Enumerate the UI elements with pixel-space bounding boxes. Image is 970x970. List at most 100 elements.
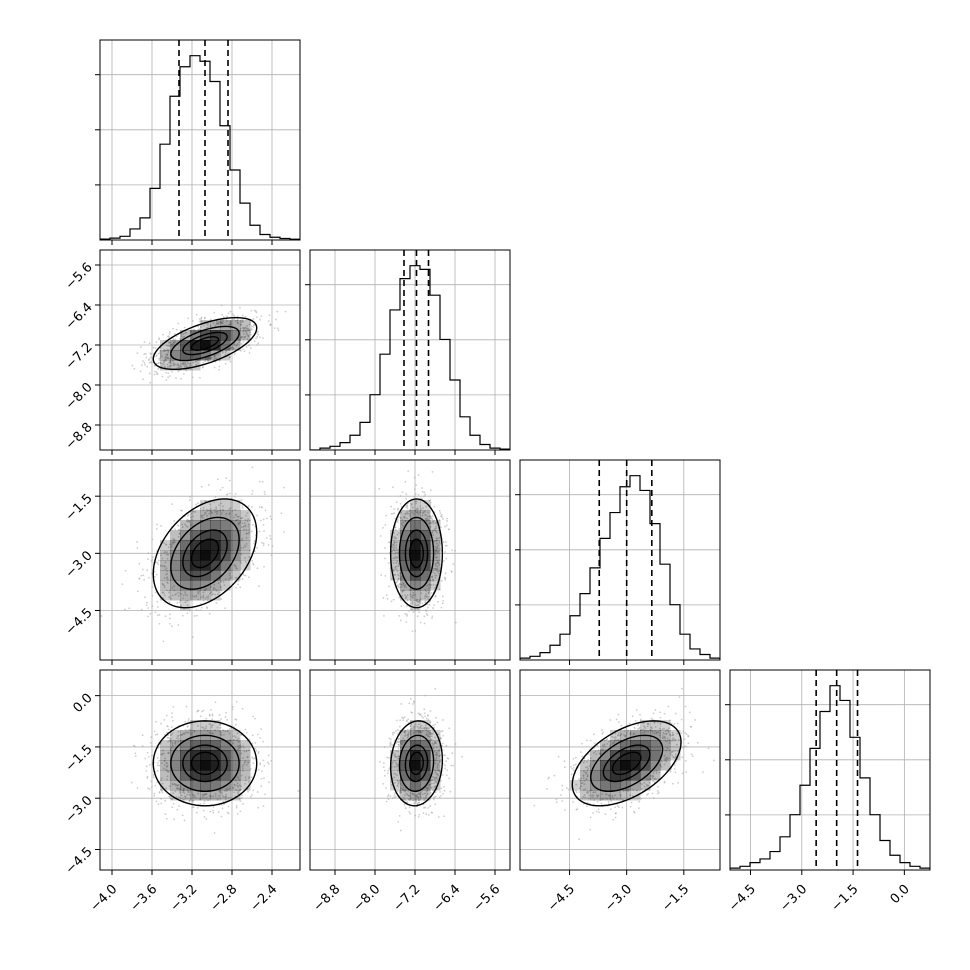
scatter-point: [195, 503, 197, 506]
scatter-point: [165, 787, 167, 790]
scatter-point: [417, 731, 420, 734]
scatter-point: [443, 815, 446, 818]
contour-1: [398, 734, 435, 793]
scatter-point: [168, 543, 171, 546]
scatter-point: [238, 797, 241, 800]
scatter-point: [644, 788, 647, 790]
contour-3: [409, 751, 424, 776]
scatter-point: [202, 594, 205, 597]
scatter-point: [682, 730, 685, 733]
scatter-point: [425, 732, 428, 734]
scatter-point: [207, 595, 210, 597]
scatter-point: [163, 586, 166, 589]
density-cell: [670, 750, 681, 761]
scatter-point: [388, 737, 391, 740]
scatter-point: [249, 321, 252, 324]
scatter-point: [427, 727, 430, 730]
density-cell: [190, 740, 201, 751]
scatter-point: [638, 727, 641, 730]
scatter-point: [444, 576, 446, 579]
scatter-point: [256, 332, 259, 334]
scatter-point: [425, 518, 428, 520]
scatter-point: [208, 723, 211, 725]
scatter-point: [237, 580, 240, 583]
scatter-point: [589, 828, 592, 831]
scatter-point: [222, 800, 225, 803]
scatter-point: [248, 576, 250, 579]
scatter-point: [397, 507, 399, 510]
scatter-point: [231, 509, 234, 512]
scatter-point: [425, 590, 428, 592]
scatter-point: [445, 557, 448, 560]
scatter-point: [235, 344, 238, 347]
scatter-point: [179, 592, 181, 595]
density-cell: [410, 510, 421, 521]
scatter-point: [177, 734, 180, 737]
scatter-point: [233, 353, 236, 355]
scatter-point: [266, 517, 268, 520]
density-cell: [220, 510, 231, 521]
scatter-point: [240, 342, 243, 345]
scatter-point: [407, 733, 410, 736]
scatter-point: [403, 585, 406, 588]
density-cell: [220, 330, 231, 341]
density-cell: [650, 760, 661, 771]
density-cell: [410, 530, 421, 541]
scatter-point: [216, 478, 219, 481]
scatter-point: [599, 752, 602, 755]
scatter-point: [414, 609, 416, 612]
density-cell: [410, 500, 421, 511]
density-cell: [170, 570, 181, 581]
scatter-point: [130, 781, 133, 784]
scatter-point: [264, 793, 266, 796]
scatter-point: [181, 814, 184, 817]
scatter-point: [209, 503, 211, 506]
scatter-point: [406, 728, 409, 731]
scatter-point: [166, 366, 169, 368]
scatter-point: [570, 773, 573, 776]
scatter-point: [248, 556, 251, 558]
scatter-point: [180, 509, 183, 512]
contour-1: [590, 734, 664, 793]
scatter-point: [641, 731, 643, 734]
scatter-point: [400, 743, 403, 745]
scatter-point: [245, 332, 248, 335]
scatter-point: [147, 607, 150, 609]
scatter-point: [268, 314, 271, 317]
scatter-point: [437, 572, 440, 575]
scatter-point: [212, 795, 215, 798]
scatter-point: [420, 508, 422, 511]
scatter-point: [589, 739, 592, 742]
scatter-point: [165, 577, 168, 579]
scatter-point: [244, 728, 247, 731]
scatter-point: [607, 794, 610, 797]
scatter-point: [177, 783, 180, 786]
scatter-point: [409, 797, 412, 799]
scatter-point: [163, 719, 166, 721]
scatter-point: [205, 797, 208, 799]
scatter-point: [430, 592, 433, 595]
scatter-point: [170, 747, 173, 749]
scatter-point: [240, 336, 243, 339]
scatter-point: [128, 607, 131, 610]
scatter-point: [195, 364, 197, 366]
scatter-point: [204, 598, 207, 600]
scatter-point: [223, 733, 225, 736]
scatter-point: [394, 773, 397, 775]
scatter-point: [583, 783, 586, 786]
density-cell: [390, 760, 401, 771]
scatter-point: [185, 705, 188, 708]
density-cell: [170, 790, 181, 801]
scatter-point: [241, 320, 244, 323]
scatter-point: [386, 795, 389, 798]
scatter-point: [681, 756, 684, 759]
scatter-point: [429, 805, 432, 808]
scatter-point: [234, 320, 237, 322]
density-cell: [180, 540, 191, 551]
density-cell: [630, 730, 641, 741]
scatter-point: [155, 800, 158, 803]
scatter-point: [253, 324, 256, 326]
scatter-point: [398, 725, 401, 728]
density-cell: [430, 730, 441, 741]
scatter-point: [599, 748, 602, 751]
